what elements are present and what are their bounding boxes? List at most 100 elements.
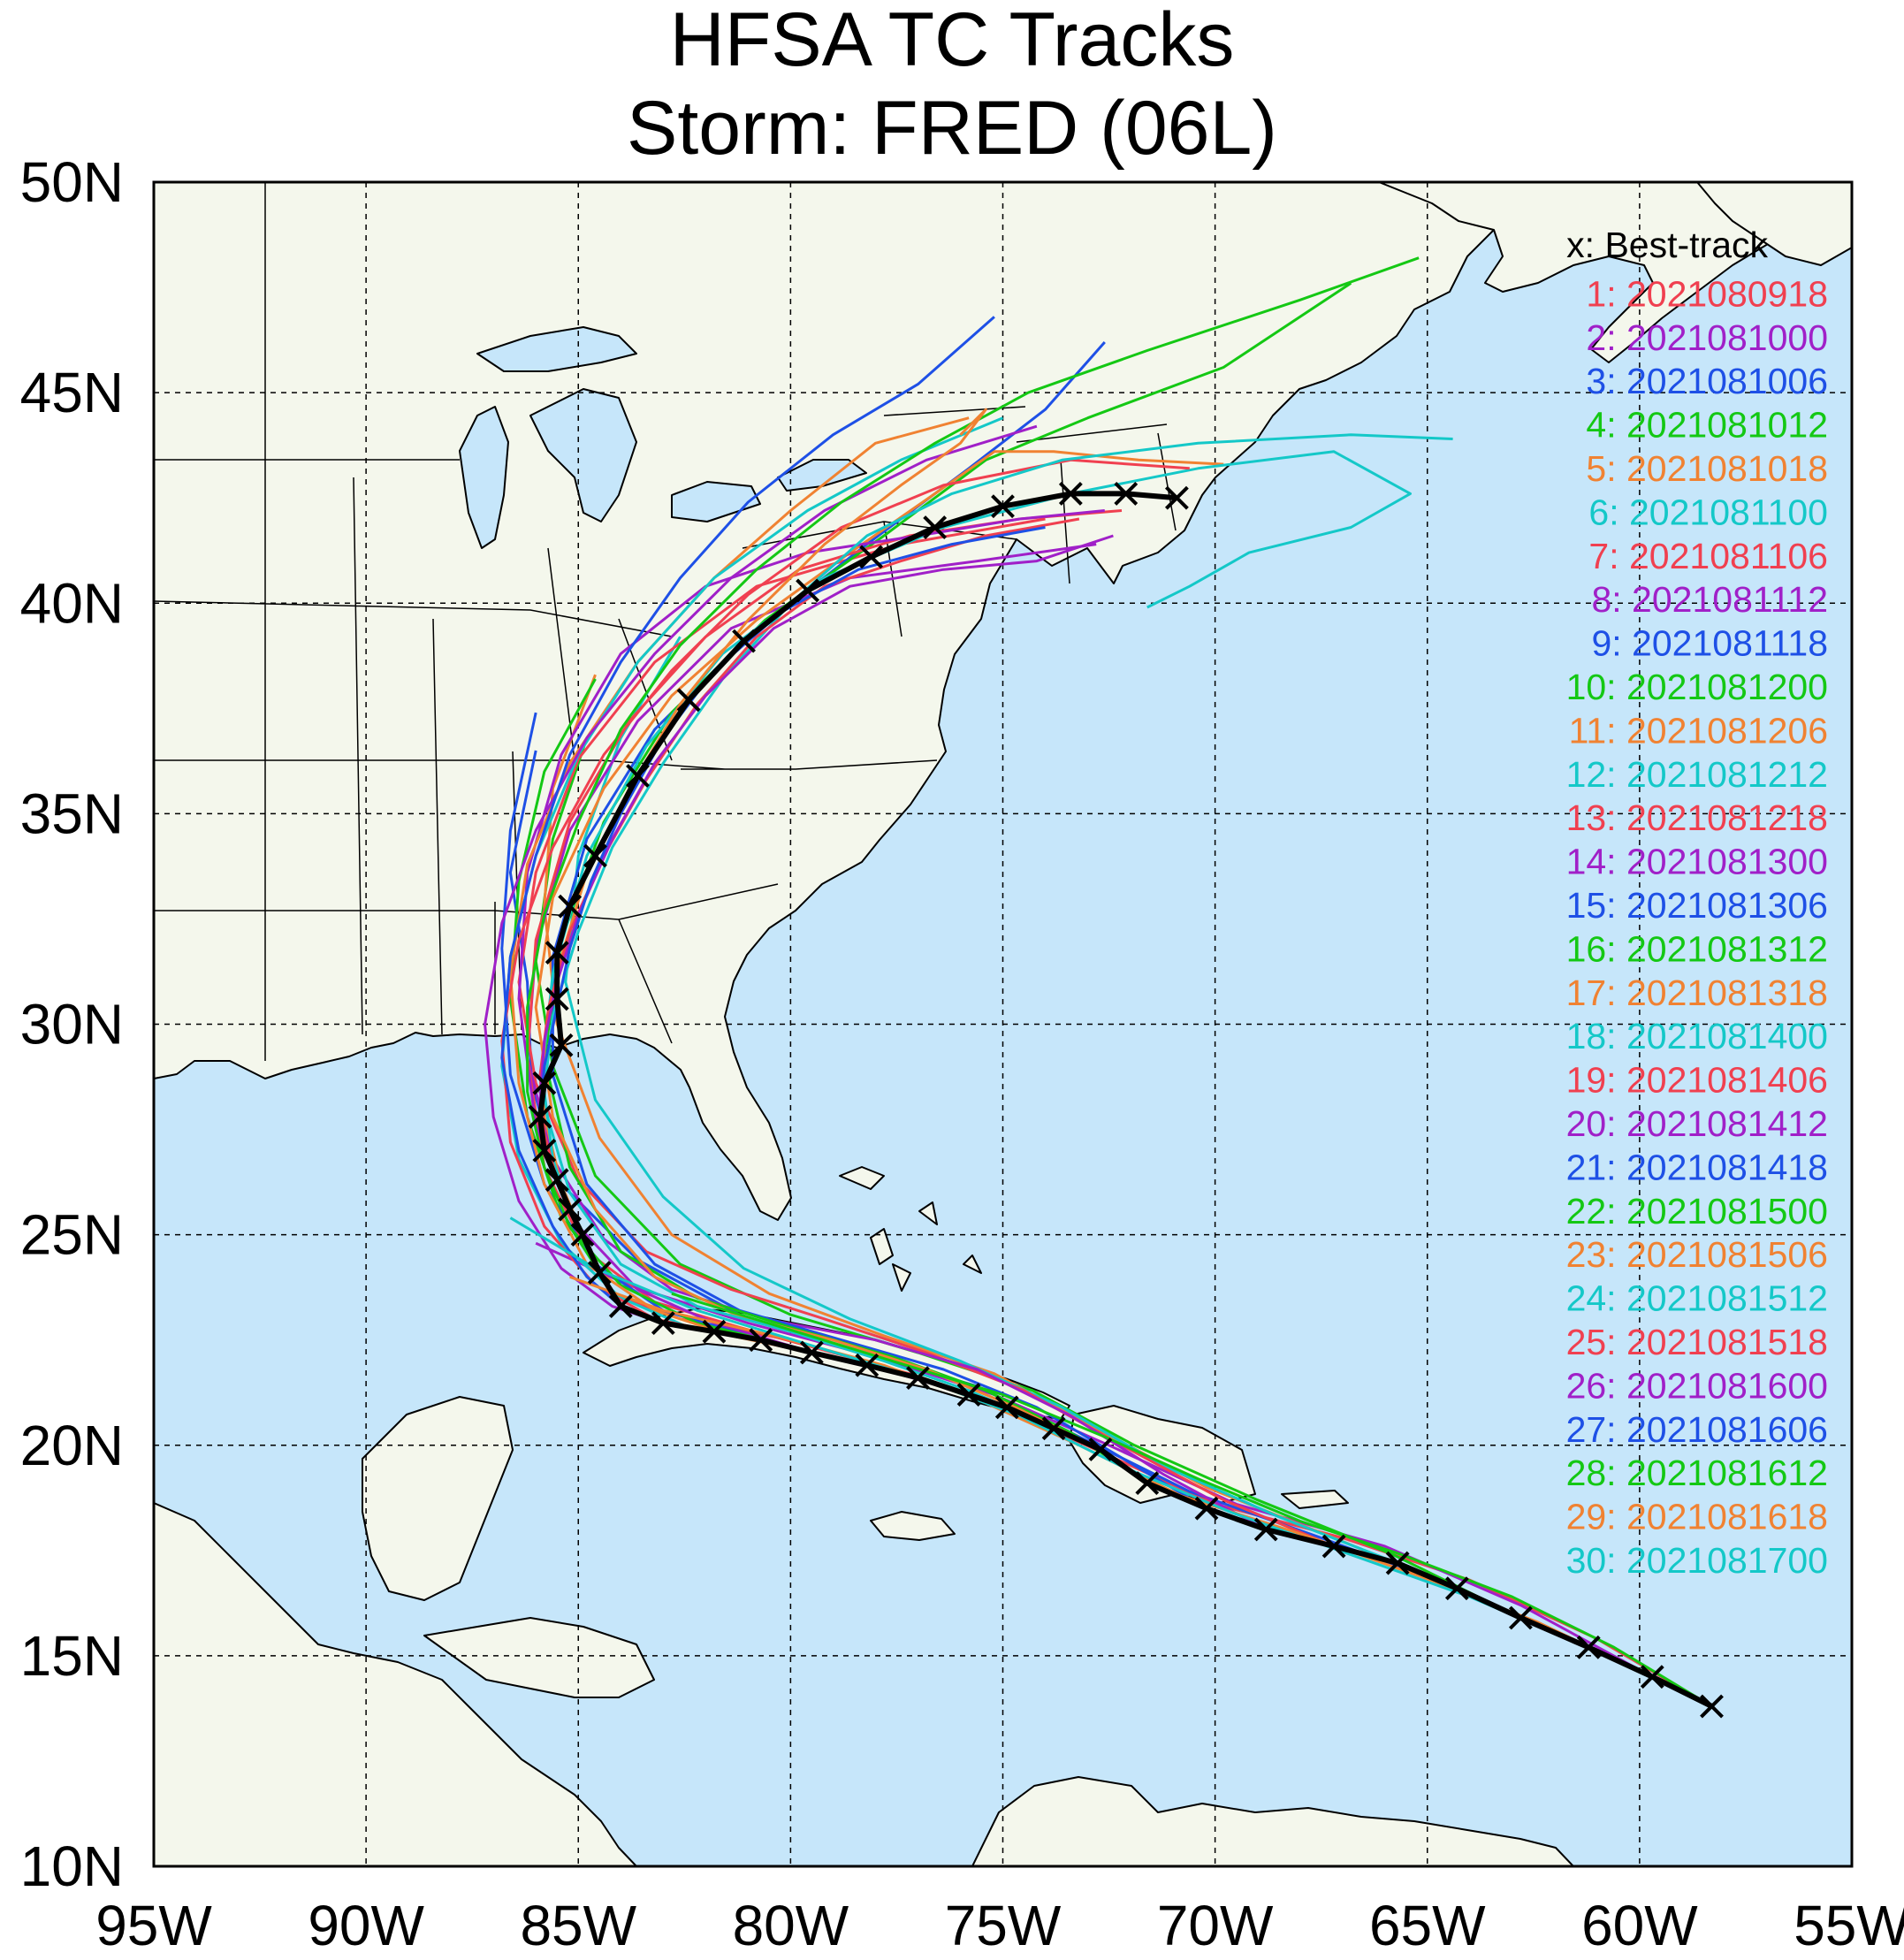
forecast-track-22 bbox=[526, 256, 1420, 1274]
lat-tick-label: 15N bbox=[20, 1624, 124, 1688]
legend-entry-15: 15: 2021081306 bbox=[1566, 885, 1828, 926]
forecast-track-2 bbox=[535, 1241, 1654, 1679]
forecast-track-11 bbox=[534, 450, 1224, 1451]
forecast-track-28 bbox=[671, 1292, 1713, 1708]
legend-entry-29: 29: 2021081618 bbox=[1566, 1497, 1828, 1537]
best-track-marker bbox=[651, 1311, 675, 1336]
best-track-marker bbox=[732, 629, 756, 653]
legend-entry-27: 27: 2021081606 bbox=[1566, 1409, 1828, 1450]
plot-frame bbox=[152, 180, 1854, 1868]
newfoundland-land bbox=[1696, 182, 1852, 266]
best-track-marker bbox=[608, 1294, 633, 1319]
legend-entry-3: 3: 2021081006 bbox=[1586, 361, 1828, 401]
legend-entry-7: 7: 2021081106 bbox=[1588, 536, 1828, 576]
best-track-marker bbox=[1194, 1496, 1219, 1521]
legend-entry-5: 5: 2021081018 bbox=[1586, 448, 1828, 489]
best-track bbox=[528, 482, 1724, 1719]
legend-entry-11: 11: 2021081206 bbox=[1569, 710, 1828, 751]
legend-entry-30: 30: 2021081700 bbox=[1566, 1540, 1828, 1581]
lat-tick-label: 25N bbox=[20, 1203, 124, 1267]
best-track-marker bbox=[545, 941, 569, 965]
best-track-marker bbox=[859, 545, 884, 569]
legend-entry-4: 4: 2021081012 bbox=[1586, 405, 1828, 446]
legend-best-track-label: x: Best-track bbox=[1566, 225, 1768, 265]
best-track-marker bbox=[626, 764, 650, 788]
lat-tick-label: 40N bbox=[20, 571, 124, 635]
legend-entry-18: 18: 2021081400 bbox=[1566, 1016, 1828, 1056]
jamaica-land bbox=[870, 1511, 956, 1541]
legend-entry-2: 2: 2021081000 bbox=[1586, 317, 1828, 358]
lat-tick-label: 10N bbox=[20, 1834, 124, 1898]
map-title-line1: HFSA TC Tracks bbox=[669, 0, 1235, 82]
best-track-marker bbox=[796, 578, 819, 603]
best-track-marker bbox=[570, 1223, 595, 1247]
best-track-marker bbox=[923, 515, 948, 539]
best-track-marker bbox=[1253, 1517, 1278, 1542]
south-america-land bbox=[971, 1776, 1574, 1866]
honduras-land bbox=[423, 1617, 655, 1698]
best-track-marker bbox=[587, 1261, 612, 1285]
forecast-track-26 bbox=[538, 534, 1114, 1151]
best-track-marker bbox=[676, 688, 701, 713]
best-track-marker bbox=[799, 1340, 824, 1365]
legend-entry-28: 28: 2021081612 bbox=[1566, 1453, 1828, 1493]
puerto-rico-land bbox=[1281, 1490, 1349, 1509]
yucatan-land bbox=[362, 1396, 514, 1601]
best-track-marker bbox=[532, 1138, 557, 1163]
legend-entry-6: 6: 2021081100 bbox=[1588, 492, 1828, 532]
lon-tick-label: 65W bbox=[1369, 1894, 1486, 1957]
forecast-track-21 bbox=[500, 316, 995, 1308]
best-track-marker bbox=[991, 494, 1015, 519]
lon-tick-label: 70W bbox=[1157, 1894, 1274, 1957]
best-track-marker bbox=[1444, 1576, 1469, 1601]
best-track-marker bbox=[956, 1383, 981, 1407]
legend-entry-24: 24: 2021081512 bbox=[1566, 1278, 1828, 1319]
best-track-marker bbox=[558, 1197, 583, 1222]
legend-entry-8: 8: 2021081112 bbox=[1591, 579, 1828, 620]
bahamas-land bbox=[839, 1166, 982, 1292]
lat-tick-label: 50N bbox=[20, 150, 124, 214]
great-lakes-water bbox=[459, 326, 867, 549]
best-track-marker bbox=[1164, 485, 1189, 510]
forecast-track-6 bbox=[564, 636, 1398, 1565]
best-track-marker bbox=[906, 1366, 930, 1390]
best-track-marker bbox=[1508, 1605, 1533, 1630]
legend-entry-1: 1: 2021080918 bbox=[1586, 273, 1828, 314]
best-track-marker bbox=[994, 1395, 1019, 1420]
best-track-marker bbox=[1640, 1665, 1664, 1689]
best-track-marker bbox=[1058, 482, 1083, 506]
forecast-track-27 bbox=[538, 526, 1046, 1117]
legend-entry-10: 10: 2021081200 bbox=[1566, 667, 1828, 707]
legend-entry-21: 21: 2021081418 bbox=[1566, 1147, 1828, 1187]
legend-entry-23: 23: 2021081506 bbox=[1566, 1234, 1828, 1275]
lat-tick-label: 35N bbox=[20, 782, 124, 845]
best-track-marker bbox=[1321, 1534, 1346, 1559]
best-track-marker bbox=[528, 1104, 552, 1129]
best-track-marker bbox=[1385, 1551, 1410, 1575]
best-track-marker bbox=[549, 1033, 574, 1057]
lon-tick-label: 55W bbox=[1794, 1894, 1904, 1957]
lat-tick-label: 20N bbox=[20, 1414, 124, 1477]
best-track-marker bbox=[702, 1319, 727, 1344]
lat-tick-label: 30N bbox=[20, 993, 124, 1056]
best-track-marker bbox=[1041, 1416, 1066, 1441]
best-track-marker bbox=[532, 1071, 557, 1095]
best-track-marker bbox=[1114, 482, 1139, 506]
best-track-marker bbox=[1576, 1635, 1601, 1659]
legend-entry-14: 14: 2021081300 bbox=[1566, 842, 1828, 882]
legend-entry-26: 26: 2021081600 bbox=[1566, 1365, 1828, 1406]
best-track-marker bbox=[545, 987, 569, 1011]
best-track-marker bbox=[1700, 1694, 1724, 1719]
legend-entry-13: 13: 2021081218 bbox=[1566, 797, 1828, 838]
lon-tick-label: 90W bbox=[308, 1894, 424, 1957]
best-track-marker bbox=[1088, 1438, 1113, 1461]
legend-entry-22: 22: 2021081500 bbox=[1566, 1191, 1828, 1232]
legend-entry-25: 25: 2021081518 bbox=[1566, 1322, 1828, 1362]
best-track-marker bbox=[583, 843, 607, 868]
central-america-land bbox=[154, 1502, 637, 1866]
best-track-marker bbox=[1135, 1471, 1160, 1496]
land-masses bbox=[154, 182, 1852, 1866]
best-track-marker bbox=[855, 1353, 880, 1377]
